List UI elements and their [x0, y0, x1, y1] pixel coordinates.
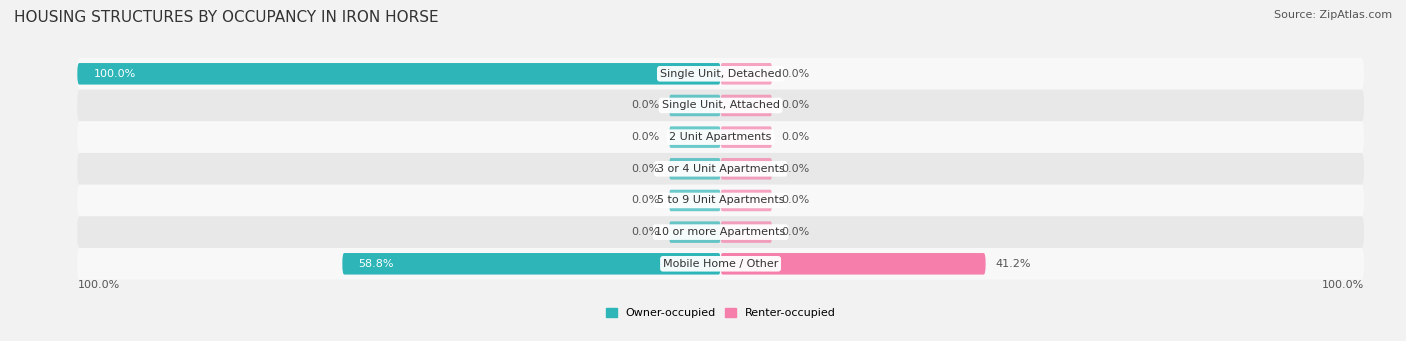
- FancyBboxPatch shape: [77, 216, 1364, 248]
- Text: HOUSING STRUCTURES BY OCCUPANCY IN IRON HORSE: HOUSING STRUCTURES BY OCCUPANCY IN IRON …: [14, 10, 439, 25]
- Text: Source: ZipAtlas.com: Source: ZipAtlas.com: [1274, 10, 1392, 20]
- FancyBboxPatch shape: [77, 248, 1364, 280]
- Text: 3 or 4 Unit Apartments: 3 or 4 Unit Apartments: [657, 164, 785, 174]
- Legend: Owner-occupied, Renter-occupied: Owner-occupied, Renter-occupied: [602, 304, 839, 323]
- Text: 100.0%: 100.0%: [77, 280, 120, 290]
- FancyBboxPatch shape: [669, 127, 721, 148]
- Text: 100.0%: 100.0%: [93, 69, 135, 79]
- FancyBboxPatch shape: [721, 190, 772, 211]
- Text: 0.0%: 0.0%: [782, 69, 810, 79]
- Text: Single Unit, Attached: Single Unit, Attached: [662, 101, 779, 110]
- Text: 58.8%: 58.8%: [359, 259, 394, 269]
- Text: 0.0%: 0.0%: [631, 132, 659, 142]
- FancyBboxPatch shape: [721, 158, 772, 180]
- Text: 100.0%: 100.0%: [1322, 280, 1364, 290]
- Text: 2 Unit Apartments: 2 Unit Apartments: [669, 132, 772, 142]
- Text: 0.0%: 0.0%: [631, 227, 659, 237]
- FancyBboxPatch shape: [77, 90, 1364, 121]
- FancyBboxPatch shape: [721, 221, 772, 243]
- FancyBboxPatch shape: [77, 58, 1364, 90]
- Text: 10 or more Apartments: 10 or more Apartments: [655, 227, 786, 237]
- FancyBboxPatch shape: [77, 184, 1364, 216]
- Text: 0.0%: 0.0%: [631, 101, 659, 110]
- FancyBboxPatch shape: [669, 190, 721, 211]
- Text: Single Unit, Detached: Single Unit, Detached: [659, 69, 782, 79]
- FancyBboxPatch shape: [669, 95, 721, 116]
- Text: 41.2%: 41.2%: [995, 259, 1031, 269]
- Text: 0.0%: 0.0%: [782, 227, 810, 237]
- Text: Mobile Home / Other: Mobile Home / Other: [662, 259, 779, 269]
- Text: 0.0%: 0.0%: [782, 132, 810, 142]
- Text: 0.0%: 0.0%: [782, 101, 810, 110]
- FancyBboxPatch shape: [669, 221, 721, 243]
- FancyBboxPatch shape: [77, 153, 1364, 184]
- Text: 0.0%: 0.0%: [782, 195, 810, 206]
- Text: 0.0%: 0.0%: [631, 195, 659, 206]
- FancyBboxPatch shape: [721, 127, 772, 148]
- FancyBboxPatch shape: [721, 95, 772, 116]
- Text: 0.0%: 0.0%: [631, 164, 659, 174]
- FancyBboxPatch shape: [77, 63, 721, 85]
- Text: 5 to 9 Unit Apartments: 5 to 9 Unit Apartments: [657, 195, 785, 206]
- FancyBboxPatch shape: [721, 63, 772, 85]
- FancyBboxPatch shape: [721, 253, 986, 275]
- FancyBboxPatch shape: [669, 158, 721, 180]
- FancyBboxPatch shape: [342, 253, 721, 275]
- FancyBboxPatch shape: [77, 121, 1364, 153]
- Text: 0.0%: 0.0%: [782, 164, 810, 174]
